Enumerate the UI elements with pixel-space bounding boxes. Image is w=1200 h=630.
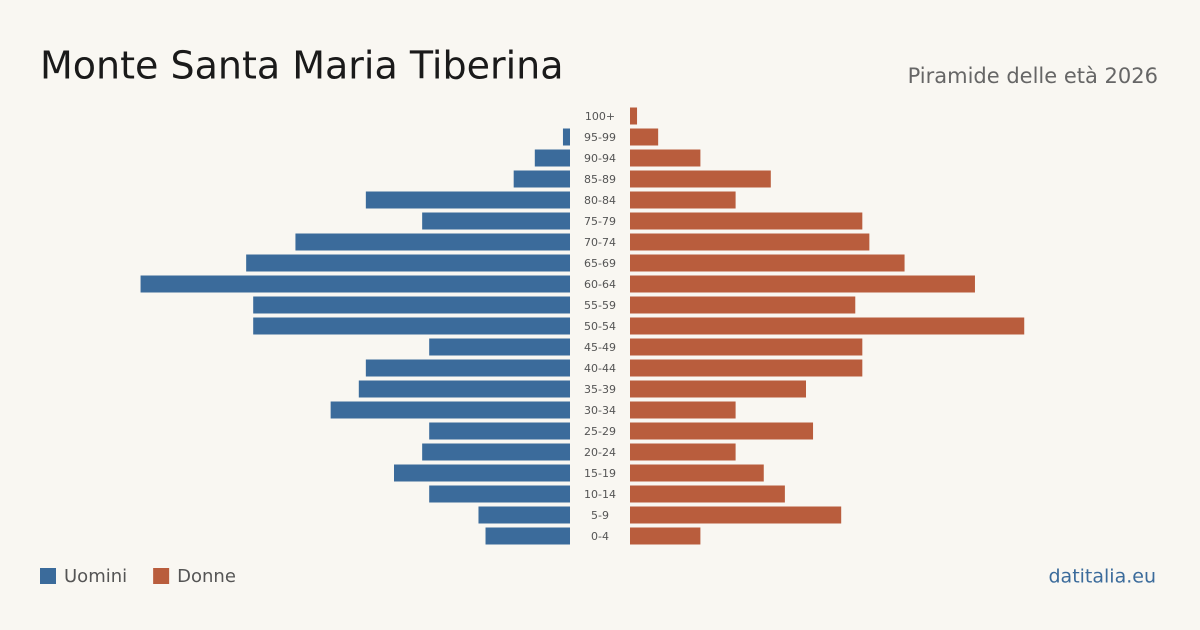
bar	[513, 170, 570, 188]
bar	[630, 296, 856, 314]
bar	[429, 485, 570, 503]
bar	[630, 170, 771, 188]
bar	[253, 296, 570, 314]
age-label: 90-94	[584, 152, 616, 165]
age-label: 40-44	[584, 362, 616, 375]
bar	[630, 233, 870, 251]
age-label: 85-89	[584, 173, 616, 186]
age-label: 55-59	[584, 299, 616, 312]
bar	[630, 212, 863, 230]
legend-swatch	[40, 568, 56, 584]
bar	[630, 317, 1025, 335]
bar	[630, 359, 863, 377]
bar	[630, 149, 701, 167]
bar	[562, 128, 570, 146]
age-label: 50-54	[584, 320, 616, 333]
bar	[365, 191, 570, 209]
age-label: 15-19	[584, 467, 616, 480]
bar	[534, 149, 570, 167]
bar	[140, 275, 570, 293]
age-label: 30-34	[584, 404, 616, 417]
source[interactable]: datitalia.eu	[1049, 566, 1157, 588]
age-label: 70-74	[584, 236, 616, 249]
bar	[630, 485, 785, 503]
age-label: 25-29	[584, 425, 616, 438]
age-label: 75-79	[584, 215, 616, 228]
bar	[422, 443, 570, 461]
chart-subtitle: Piramide delle età 2026	[908, 64, 1158, 88]
bar	[630, 128, 659, 146]
bar	[630, 527, 701, 545]
age-label: 100+	[585, 110, 615, 123]
bar	[630, 191, 736, 209]
bar	[422, 212, 570, 230]
age-label: 35-39	[584, 383, 616, 396]
bar	[358, 380, 570, 398]
bar	[630, 338, 863, 356]
age-label: 10-14	[584, 488, 616, 501]
bar	[365, 359, 570, 377]
age-label: 60-64	[584, 278, 616, 291]
bar	[630, 254, 905, 272]
bar	[630, 401, 736, 419]
age-label: 5-9	[591, 509, 609, 522]
bar	[429, 338, 570, 356]
bar	[295, 233, 570, 251]
age-label: 95-99	[584, 131, 616, 144]
bar	[630, 464, 764, 482]
bar	[630, 443, 736, 461]
age-label: 45-49	[584, 341, 616, 354]
bar	[246, 254, 570, 272]
age-label: 20-24	[584, 446, 616, 459]
legend-label: Donne	[177, 566, 236, 587]
bar	[478, 506, 570, 524]
bar	[253, 317, 570, 335]
bar	[330, 401, 570, 419]
legend-label: Uomini	[64, 566, 127, 587]
bar	[429, 422, 570, 440]
bar	[485, 527, 570, 545]
legend-swatch	[153, 568, 170, 584]
bar	[394, 464, 570, 482]
chart-title: Monte Santa Maria Tiberina	[40, 44, 564, 88]
age-label: 0-4	[591, 530, 609, 543]
bar	[630, 422, 814, 440]
bar	[630, 380, 806, 398]
age-label: 65-69	[584, 257, 616, 270]
bar	[630, 107, 638, 125]
bar	[630, 275, 975, 293]
bar	[630, 506, 842, 524]
age-label: 80-84	[584, 194, 616, 207]
